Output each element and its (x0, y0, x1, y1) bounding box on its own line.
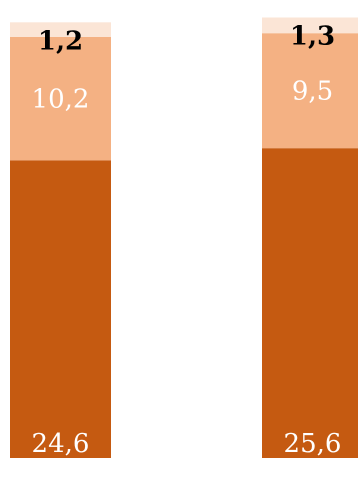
data-label-2-1: 25,6 (284, 429, 342, 459)
bar-segment-1-3 (10, 22, 111, 37)
bar-segment-2-3 (262, 17, 358, 34)
data-label-1-1: 24,6 (32, 429, 90, 459)
data-label-1-3: 1,2 (38, 26, 83, 56)
data-label-2-3: 1,3 (290, 21, 335, 51)
bar-segment-2-1 (262, 148, 358, 458)
data-label-1-2: 10,2 (32, 85, 90, 115)
bar-segment-2-2 (262, 33, 358, 149)
bar-segment-1-2 (10, 36, 111, 161)
data-label-2-2: 9,5 (292, 77, 333, 107)
bar-segment-1-1 (10, 160, 111, 458)
